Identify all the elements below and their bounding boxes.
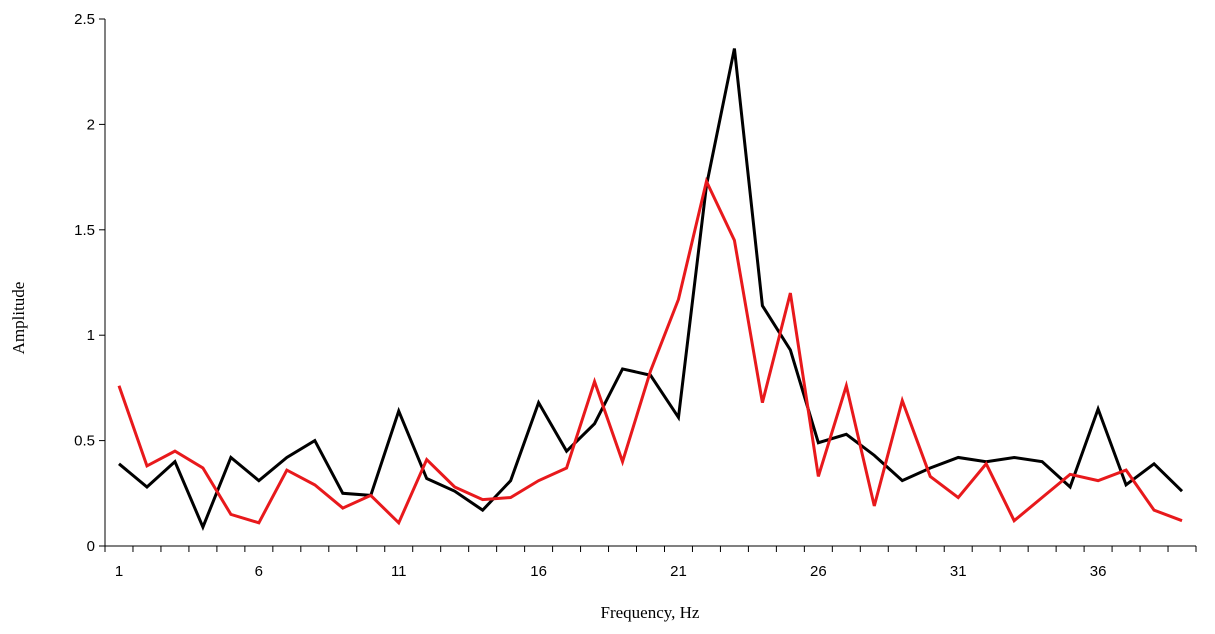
x-axis-title: Frequency, Hz: [601, 603, 700, 622]
y-tick-label: 0.5: [74, 433, 95, 450]
y-axis: 0 0.5 1 1.5 2 2.5: [74, 11, 106, 555]
series-layer: [117, 48, 1184, 531]
y-axis-title: Amplitude: [9, 282, 28, 355]
series-line-2: [117, 176, 1183, 526]
y-tick-label: 0: [87, 538, 95, 555]
x-tick-label: 1: [115, 563, 123, 580]
x-tick-label: 11: [391, 563, 407, 580]
y-tick-label: 2.5: [74, 11, 95, 28]
x-tick-label: 6: [255, 563, 263, 580]
series-line-1: [118, 48, 1184, 531]
x-axis: 1 6 11 16 21 26 31 36: [104, 545, 1197, 580]
x-tick-label: 36: [1090, 563, 1107, 580]
x-tick-label: 16: [530, 563, 547, 580]
x-tick-label: 21: [670, 563, 687, 580]
x-tick-label: 26: [810, 563, 827, 580]
y-tick-label: 2: [87, 116, 95, 133]
y-tick-label: 1.5: [74, 222, 95, 239]
x-tick-label: 31: [950, 563, 967, 580]
y-tick-label: 1: [87, 327, 95, 344]
